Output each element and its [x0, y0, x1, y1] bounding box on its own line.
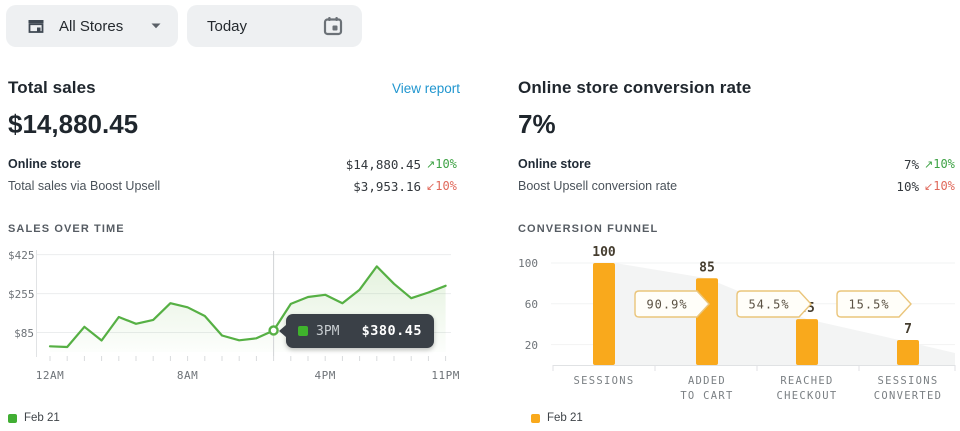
conversion-rate-title: Online store conversion rate: [518, 78, 752, 97]
y-tick-85: $85: [14, 327, 34, 340]
tooltip-time: 3PM: [316, 323, 340, 339]
chevron-down-icon: [150, 22, 162, 30]
category-added-to-cart: ADDED TO CART: [680, 375, 734, 402]
tooltip-pointer: [279, 325, 286, 337]
legend-label: Feb 21: [24, 412, 60, 424]
store-selector-label: All Stores: [59, 17, 124, 35]
date-range-button[interactable]: Today: [187, 5, 362, 47]
sales-over-time-label: SALES OVER TIME: [8, 223, 125, 235]
sales-line-chart[interactable]: $425 $255 $85 12AM 8AM 4PM 11PM 3PM $380…: [8, 246, 460, 396]
delta-up-badge: ↗10%: [426, 157, 457, 171]
total-sales-panel: Total sales View report $14,880.45 Onlin…: [8, 70, 460, 424]
svg-text:15.5%: 15.5%: [848, 298, 889, 312]
store-icon: [26, 16, 46, 36]
conversion-funnel-plot: 1008545790.9%54.5%15.5%: [551, 246, 956, 371]
arrow-up-right-icon: ↗: [924, 158, 934, 171]
y-tick-20: 20: [524, 339, 538, 352]
delta-down-badge: ↙10%: [924, 179, 955, 193]
arrow-down-left-icon: ↙: [924, 180, 934, 193]
conversion-funnel-label: CONVERSION FUNNEL: [518, 223, 659, 235]
y-tick-255: $255: [8, 288, 35, 301]
delta-up-badge: ↗10%: [924, 157, 955, 171]
tooltip-series-swatch: [298, 326, 308, 336]
legend-swatch-orange: [531, 413, 540, 423]
arrow-up-right-icon: ↗: [426, 158, 436, 171]
y-tick-60: 60: [524, 298, 538, 311]
metric-row-online-store: Online store $14,880.45 ↗10%: [8, 153, 460, 175]
svg-text:54.5%: 54.5%: [748, 298, 789, 312]
total-sales-title: Total sales: [8, 78, 96, 97]
view-report-link[interactable]: View report: [391, 81, 460, 96]
arrow-down-left-icon: ↙: [426, 180, 436, 193]
y-tick-425: $425: [8, 249, 35, 262]
y-tick-100: 100: [518, 257, 538, 270]
date-range-label: Today: [207, 17, 248, 35]
metric-row-boost-upsell-sales: Total sales via Boost Upsell $3,953.16 ↙…: [8, 175, 460, 197]
svg-text:7: 7: [904, 322, 912, 337]
funnel-legend: Feb 21: [531, 412, 958, 424]
x-tick-4pm: 4PM: [314, 369, 336, 382]
sales-line-plot: [36, 250, 451, 361]
total-sales-metrics: Online store $14,880.45 ↗10% Total sales…: [8, 153, 460, 197]
chart-tooltip: 3PM $380.45: [279, 314, 434, 348]
svg-text:100: 100: [592, 246, 616, 260]
svg-text:85: 85: [699, 260, 715, 275]
legend-label: Feb 21: [547, 412, 583, 424]
x-tick-11pm: 11PM: [431, 369, 460, 382]
sales-legend: Feb 21: [8, 412, 460, 424]
x-tick-12am: 12AM: [35, 369, 65, 382]
conversion-rate-panel: Online store conversion rate 7% Online s…: [518, 70, 958, 424]
calendar-icon: [322, 15, 344, 37]
conversion-rate-value: 7%: [518, 109, 556, 139]
svg-text:90.9%: 90.9%: [646, 298, 687, 312]
metric-row-online-store-rate: Online store 7% ↗10%: [518, 153, 958, 175]
delta-down-badge: ↙10%: [426, 179, 457, 193]
category-sessions: SESSIONS: [573, 375, 635, 387]
tooltip-value: $380.45: [361, 323, 422, 339]
conversion-metrics: Online store 7% ↗10% Boost Upsell conver…: [518, 153, 958, 197]
metric-row-boost-upsell-rate: Boost Upsell conversion rate 10% ↙10%: [518, 175, 958, 197]
total-sales-value: $14,880.45: [8, 109, 139, 139]
store-selector-button[interactable]: All Stores: [6, 5, 178, 47]
x-tick-8am: 8AM: [176, 369, 199, 382]
category-sessions-converted: SESSIONS CONVERTED: [873, 375, 943, 402]
conversion-funnel-chart[interactable]: 100 60 20 1008545790.9%54.5%15.5% SESSIO…: [518, 246, 958, 402]
category-reached-checkout: REACHED CHECKOUT: [776, 375, 838, 402]
legend-swatch-green: [8, 413, 17, 423]
